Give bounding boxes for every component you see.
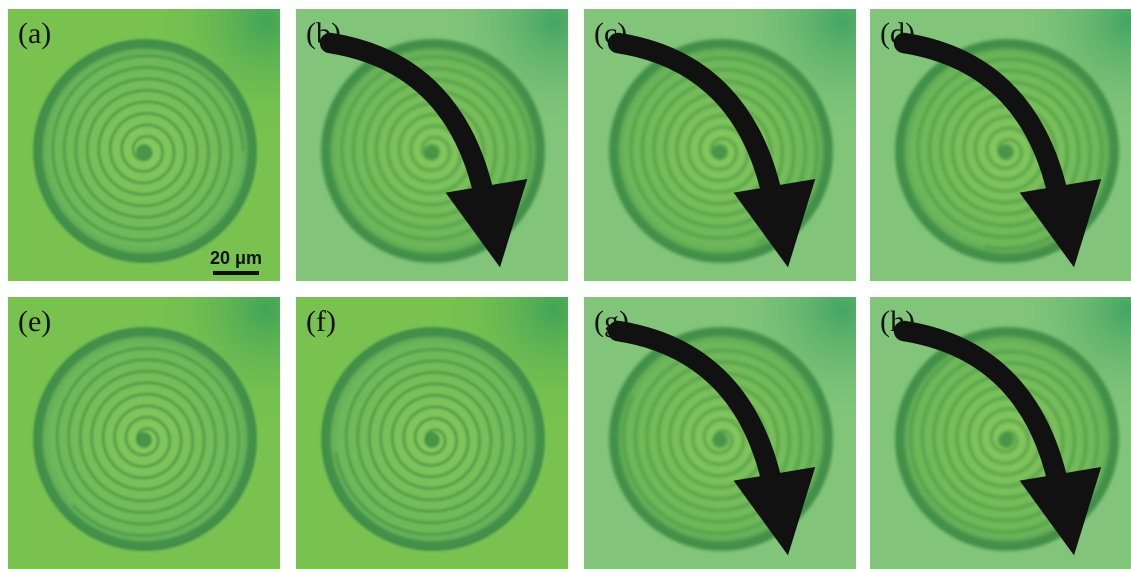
disk-rim bbox=[609, 39, 833, 263]
panel-label: (f) bbox=[306, 305, 336, 338]
arrow-shaft bbox=[319, 32, 497, 217]
spiral-core bbox=[136, 432, 152, 448]
spiral-core bbox=[998, 432, 1014, 448]
spiral-groove bbox=[909, 349, 1099, 534]
rotation-arrow-icon bbox=[319, 32, 528, 268]
arrow-head bbox=[733, 179, 816, 268]
arrow-shaft bbox=[607, 320, 785, 505]
rotation-arrow-icon bbox=[893, 32, 1102, 268]
disk-rim bbox=[33, 327, 257, 551]
panel-a: (a) 20 μm bbox=[8, 9, 280, 281]
panel-d: (d) bbox=[870, 9, 1131, 281]
arrow-head bbox=[445, 179, 528, 268]
panel-label: (a) bbox=[18, 17, 52, 50]
disk-rim bbox=[321, 327, 545, 551]
arrow-shaft bbox=[893, 320, 1071, 505]
arrow-shaft bbox=[607, 32, 785, 217]
spiral-disk-image bbox=[584, 297, 856, 569]
spiral-core bbox=[424, 144, 440, 160]
disk-rim bbox=[33, 39, 257, 263]
disk-group bbox=[33, 327, 257, 551]
arrow-head bbox=[1019, 467, 1102, 556]
arrow-head bbox=[1019, 179, 1102, 268]
spiral-core bbox=[998, 144, 1014, 160]
panel-b: (b) bbox=[296, 9, 568, 281]
spiral-core bbox=[424, 432, 440, 448]
disk-rim bbox=[321, 39, 545, 263]
panel-c: (c) bbox=[584, 9, 856, 281]
scale-bar: 20 μm bbox=[204, 248, 268, 275]
disk-rim bbox=[895, 39, 1119, 263]
panel-e: (e) bbox=[8, 297, 280, 569]
spiral-groove bbox=[334, 347, 528, 536]
disk-rim bbox=[609, 327, 833, 551]
rotation-arrow-icon bbox=[607, 32, 816, 268]
spiral-core bbox=[136, 144, 152, 160]
scale-bar-line bbox=[213, 271, 259, 275]
spiral-disk-image bbox=[296, 297, 568, 569]
panel-h: (h) bbox=[870, 297, 1131, 569]
disk-rim bbox=[895, 327, 1119, 551]
disk-group bbox=[321, 327, 545, 551]
figure-grid: (a) 20 μm (b) (c) (d) (e) (f) (g) (h) bbox=[8, 9, 1131, 569]
panel-g: (g) bbox=[584, 297, 856, 569]
spiral-groove bbox=[51, 54, 245, 242]
panel-f: (f) bbox=[296, 297, 568, 569]
scale-bar-label: 20 μm bbox=[209, 248, 263, 268]
arrow-shaft bbox=[893, 32, 1071, 217]
arrow-head bbox=[733, 467, 816, 556]
spiral-disk-image bbox=[8, 297, 280, 569]
spiral-groove bbox=[916, 57, 1104, 251]
spiral-groove bbox=[55, 346, 241, 538]
spiral-core bbox=[712, 432, 728, 448]
disk-group bbox=[33, 39, 257, 263]
panel-label: (e) bbox=[18, 305, 52, 338]
rotation-arrow-icon bbox=[607, 320, 816, 556]
rotation-arrow-icon bbox=[893, 320, 1102, 556]
spiral-groove bbox=[622, 348, 815, 535]
spiral-disk-image bbox=[8, 9, 280, 281]
spiral-core bbox=[712, 144, 728, 160]
